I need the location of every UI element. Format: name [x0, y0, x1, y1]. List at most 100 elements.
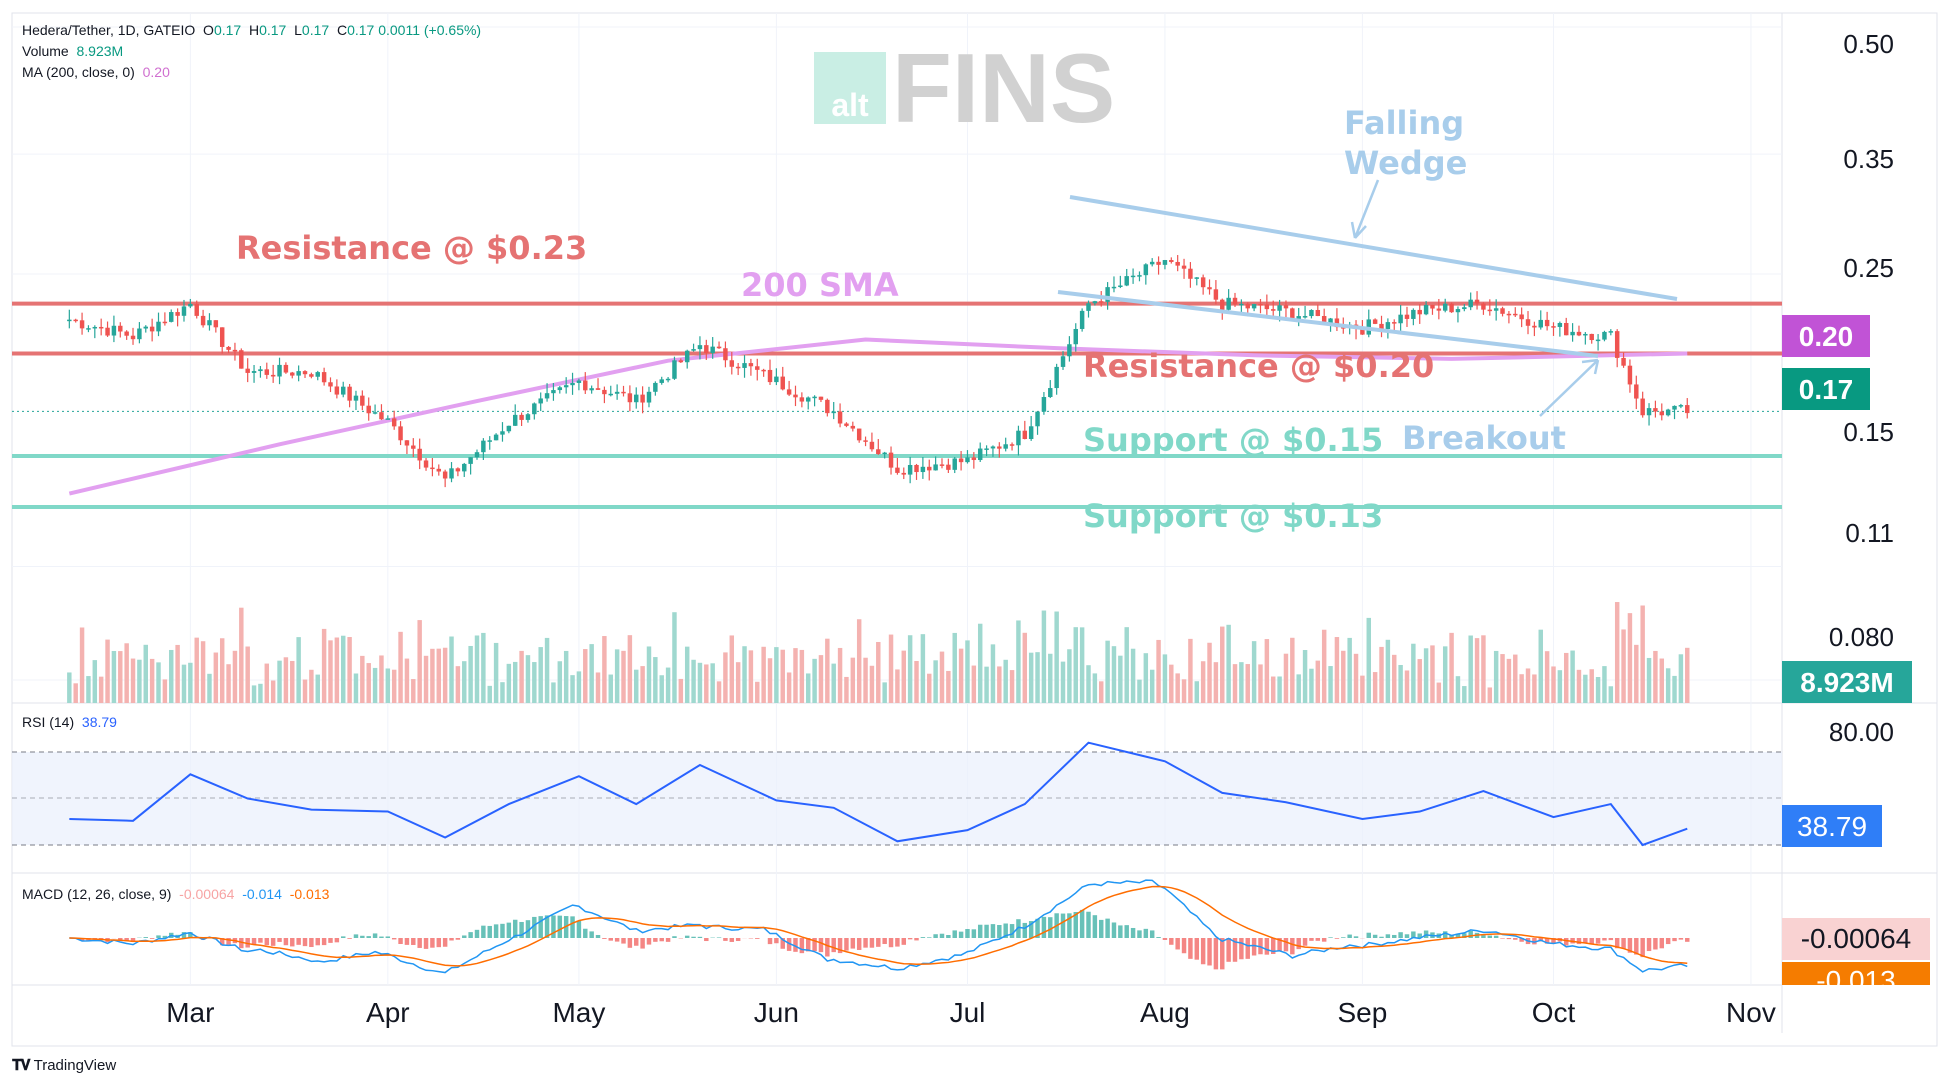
- candle-body: [634, 394, 639, 403]
- candle-body: [462, 463, 467, 472]
- macd-hist-bar: [971, 929, 977, 938]
- candle-body: [895, 467, 900, 473]
- candle-body: [1079, 310, 1085, 329]
- candle-body: [831, 411, 836, 414]
- candle-body: [665, 378, 671, 381]
- candle-body: [697, 345, 703, 350]
- macd-hist-bar: [716, 937, 722, 938]
- volume-bar: [1506, 658, 1512, 703]
- volume-bar: [487, 685, 492, 703]
- volume-bar: [1614, 602, 1620, 703]
- candle-body: [1646, 408, 1652, 416]
- macd-hist-bar: [1665, 938, 1671, 945]
- volume-bar: [659, 675, 664, 703]
- macd-hist-bar: [391, 938, 397, 940]
- candle-body: [907, 464, 913, 475]
- candle-body: [1143, 264, 1149, 276]
- volume-bar: [1519, 674, 1524, 703]
- candle-body: [1296, 316, 1301, 320]
- candle-body: [1525, 319, 1531, 326]
- volume-label: Volume: [22, 43, 69, 59]
- macd-hist-bar: [1583, 938, 1588, 943]
- candle-body: [239, 350, 244, 369]
- month-label: Mar: [166, 997, 214, 1028]
- candle-body: [143, 326, 148, 329]
- volume-bar: [627, 635, 633, 703]
- candle-body: [563, 385, 569, 388]
- macd-hist-bar: [264, 938, 270, 946]
- volume-bar: [901, 650, 907, 703]
- macd-hist-bar: [1672, 938, 1677, 942]
- candle-body: [1564, 322, 1569, 336]
- volume-bar: [1309, 668, 1314, 703]
- macd-hist-bar: [665, 938, 671, 942]
- candle-body: [888, 452, 894, 468]
- volume-bar: [194, 637, 199, 703]
- price-tick: 0.11: [1845, 518, 1894, 548]
- volume-bar: [920, 634, 926, 703]
- macd-hist-bar: [640, 938, 645, 949]
- macd-hist-bar: [965, 929, 970, 938]
- volume-bar: [780, 649, 785, 703]
- volume-bar: [850, 657, 856, 703]
- volume-bar: [1220, 626, 1225, 703]
- macd-hist-bar: [767, 938, 773, 945]
- rsi-axis-tick: 80.00: [1829, 717, 1894, 747]
- candle-body: [1589, 333, 1594, 341]
- candle-body: [933, 464, 938, 471]
- volume-bar: [1481, 635, 1486, 703]
- candle-body: [856, 428, 862, 441]
- volume-bar: [404, 658, 410, 703]
- macd-hist-bar: [1226, 938, 1231, 962]
- macd-hist-bar: [1067, 913, 1072, 938]
- volume-bar: [149, 658, 155, 703]
- volume-bar: [379, 655, 384, 703]
- candle-body: [1621, 357, 1626, 366]
- tradingview-brand[interactable]: 𝐓𝐕 TradingView: [12, 1057, 116, 1074]
- candle-body: [799, 397, 805, 402]
- macd-hist-bar: [672, 936, 677, 938]
- candle-body: [156, 321, 161, 332]
- macd-hist-value: -0.00064: [179, 886, 235, 902]
- change-value: 0.0011 (+0.65%): [378, 22, 482, 38]
- macd-hist-bar: [818, 938, 824, 953]
- volume-bar: [264, 663, 270, 703]
- volume-bar: [232, 650, 238, 703]
- volume-bar: [258, 683, 263, 703]
- volume-bar: [156, 662, 161, 703]
- candle-body: [1111, 286, 1117, 289]
- tradingview-label: TradingView: [33, 1057, 117, 1074]
- macd-hist-bar: [920, 937, 926, 938]
- volume-bar: [98, 676, 104, 703]
- macd-hist-bar: [1392, 934, 1397, 938]
- rsi-legend: RSI (14) 38.79: [22, 714, 117, 730]
- macd-hist-bar: [723, 938, 728, 941]
- candle-body: [1411, 309, 1416, 319]
- volume-badge: [1782, 661, 1912, 703]
- volume-bar: [1672, 675, 1677, 703]
- candle-body: [188, 303, 193, 307]
- macd-hist-bar: [990, 924, 996, 938]
- volume-bar: [1640, 605, 1645, 703]
- volume-bar: [1653, 650, 1658, 703]
- macd-hist-bar: [1442, 931, 1448, 938]
- macd-hist-bar: [118, 938, 123, 941]
- open-label: O: [203, 22, 214, 38]
- volume-bar: [455, 666, 461, 703]
- volume-bar: [1525, 668, 1531, 703]
- volume-bar: [525, 655, 531, 703]
- volume-bar: [67, 672, 72, 703]
- candle-body: [270, 374, 276, 377]
- macd-hist-bar: [334, 938, 340, 943]
- candle-body: [1232, 297, 1238, 305]
- candle-body: [920, 466, 926, 473]
- volume-bar: [1239, 662, 1244, 703]
- macd-hist-bar: [283, 938, 289, 946]
- candle-body: [487, 440, 492, 442]
- macd-hist-bar: [1519, 938, 1524, 942]
- candle-body: [1239, 303, 1244, 306]
- macd-hist-bar: [525, 920, 531, 938]
- macd-hist-bar: [812, 938, 817, 952]
- macd-hist-bar: [799, 938, 805, 954]
- macd-hist-bar: [888, 938, 894, 948]
